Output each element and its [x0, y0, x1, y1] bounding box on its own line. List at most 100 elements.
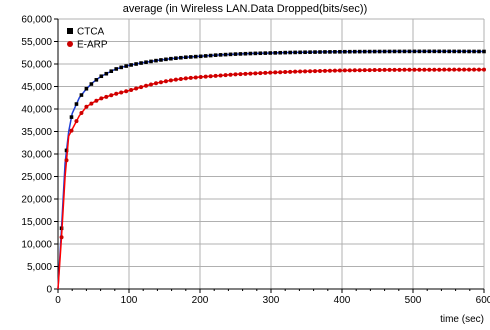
data-point [164, 57, 168, 62]
data-point [198, 54, 203, 59]
data-point [149, 59, 153, 64]
data-point [99, 96, 104, 101]
data-point [452, 67, 457, 72]
data-point [432, 49, 437, 54]
data-point [253, 51, 258, 56]
data-point [258, 51, 263, 56]
data-point [278, 50, 283, 55]
data-point [253, 71, 258, 76]
data-point [183, 76, 188, 81]
data-point [447, 49, 452, 54]
y-tick-label: 0 [46, 285, 52, 296]
data-point [293, 50, 297, 55]
data-point [238, 52, 243, 56]
data-point [198, 74, 203, 79]
data-point [173, 77, 178, 82]
data-point [367, 49, 372, 54]
x-tick-label: 500 [405, 295, 422, 306]
data-point [223, 73, 228, 78]
data-point [482, 67, 486, 72]
data-point [119, 90, 124, 95]
data-point [149, 82, 154, 87]
x-axis-label: time (sec) [440, 314, 484, 325]
data-point [233, 72, 238, 77]
data-point [273, 51, 278, 55]
y-tick-label: 60,000 [21, 15, 52, 26]
data-point [188, 75, 193, 80]
data-point [372, 49, 377, 54]
data-point [178, 77, 183, 82]
data-point [203, 74, 208, 79]
y-tick-label: 35,000 [21, 127, 52, 138]
data-point [318, 50, 322, 54]
data-point [342, 68, 347, 73]
data-point [163, 79, 168, 84]
data-point [188, 55, 193, 59]
data-point [313, 69, 318, 74]
data-point [144, 60, 148, 64]
data-point [99, 74, 104, 79]
data-point [337, 68, 342, 73]
data-point [208, 74, 213, 79]
data-point [333, 50, 337, 54]
data-point [367, 68, 372, 73]
data-point [362, 68, 367, 73]
data-point [258, 71, 263, 76]
data-point [308, 50, 312, 54]
data-point [338, 49, 342, 54]
data-point [158, 80, 163, 85]
data-point [69, 115, 74, 119]
y-tick-label: 30,000 [21, 150, 52, 161]
data-point [332, 68, 337, 73]
data-point [129, 87, 134, 92]
data-point [417, 67, 422, 72]
data-point [412, 67, 417, 72]
y-tick-label: 20,000 [21, 195, 52, 206]
data-point [477, 67, 482, 72]
data-point [268, 70, 273, 75]
data-point [457, 49, 461, 54]
y-tick-label: 55,000 [21, 37, 52, 48]
data-point [193, 54, 198, 59]
y-tick-label: 25,000 [21, 172, 52, 183]
data-point [422, 67, 427, 72]
data-point [89, 82, 94, 86]
data-point [377, 67, 382, 72]
data-point [442, 67, 447, 72]
data-point [283, 70, 288, 75]
data-point [243, 71, 248, 76]
data-point [263, 70, 268, 75]
data-point [407, 67, 412, 72]
data-point [477, 49, 481, 54]
data-point [69, 128, 74, 133]
data-point [218, 73, 223, 78]
y-tick-label: 40,000 [21, 105, 52, 116]
data-point [213, 53, 218, 57]
data-point [119, 65, 123, 70]
data-point [263, 51, 268, 55]
data-point [79, 93, 84, 97]
data-point [114, 91, 119, 96]
data-point [323, 50, 327, 54]
data-point [442, 49, 447, 54]
data-point [283, 50, 287, 55]
data-point [357, 49, 362, 54]
data-point [184, 55, 188, 60]
data-point [313, 50, 317, 54]
data-point [348, 49, 352, 54]
data-point [218, 53, 223, 57]
data-point [392, 67, 397, 72]
data-point [288, 69, 293, 74]
series-layer [57, 49, 486, 290]
y-tick-label: 5,000 [27, 262, 52, 273]
data-point [84, 104, 89, 109]
data-point [79, 111, 84, 116]
data-point [228, 72, 233, 77]
data-point [124, 89, 129, 94]
data-point [472, 49, 476, 54]
data-point [467, 49, 471, 54]
data-point [382, 49, 387, 54]
data-point [387, 67, 392, 72]
data-point [402, 67, 407, 72]
data-point [94, 98, 99, 103]
